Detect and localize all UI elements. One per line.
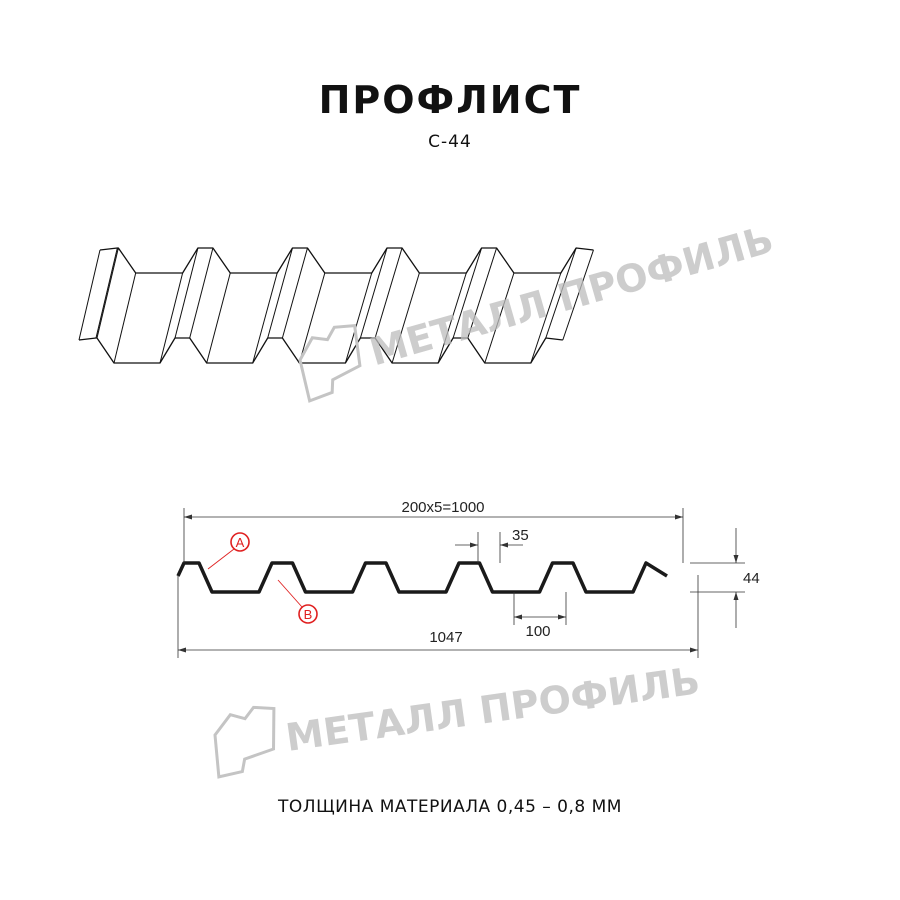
sheet-back-edge (99, 247, 594, 274)
dimension-arrows (178, 514, 739, 653)
trough-width-label: 100 (525, 623, 550, 640)
crest-width-label: 35 (512, 527, 529, 544)
sheet-fold-line (174, 247, 199, 339)
sheet-fold-line (252, 272, 278, 364)
sheet-fold-line (359, 247, 388, 339)
sheet-fold-line (374, 247, 403, 339)
sheet-fold-line (484, 272, 515, 364)
sheet-fold-line (95, 247, 118, 339)
sheet-fold-line (189, 247, 214, 339)
sheet-fold-line (562, 249, 594, 341)
sheet-fold-line (281, 247, 308, 339)
marker-a: A (207, 532, 250, 570)
sheet-fold-line (545, 247, 577, 339)
sheet-fold-line (298, 272, 326, 364)
sheet-fold-line (206, 272, 231, 364)
sheet-fold-line (467, 247, 498, 339)
sheet-fold-line (452, 247, 483, 339)
sheet-fold-line (344, 272, 373, 364)
watermark-text: МЕТАЛЛ ПРОФИЛЬ (365, 217, 778, 374)
page-title: ПРОФЛИСТ (318, 78, 582, 122)
sheet-fold-line (437, 272, 467, 364)
sheet-fold-line (391, 272, 420, 364)
sheet-fold-line (96, 247, 119, 339)
pitch-dimension-label: 200x5=1000 (402, 499, 485, 516)
total-width-label: 1047 (429, 629, 462, 646)
sheet-fold-line (78, 249, 101, 341)
sheet-fold-line (113, 272, 137, 364)
profile-model: С-44 (428, 132, 472, 152)
watermark-text: МЕТАЛЛ ПРОФИЛЬ (283, 658, 702, 760)
material-thickness-note: ТОЛЩИНА МАТЕРИАЛА 0,45 – 0,8 ММ (278, 797, 622, 817)
height-label: 44 (743, 570, 760, 587)
profile-cross-section (176, 561, 668, 594)
marker-b-label: B (304, 607, 313, 622)
marker-b: B (277, 579, 318, 624)
sheet-fold-line (159, 272, 184, 364)
sheet-fold-line (530, 272, 562, 364)
sheet-fold-line (267, 247, 293, 339)
marker-a-label: A (236, 535, 245, 550)
